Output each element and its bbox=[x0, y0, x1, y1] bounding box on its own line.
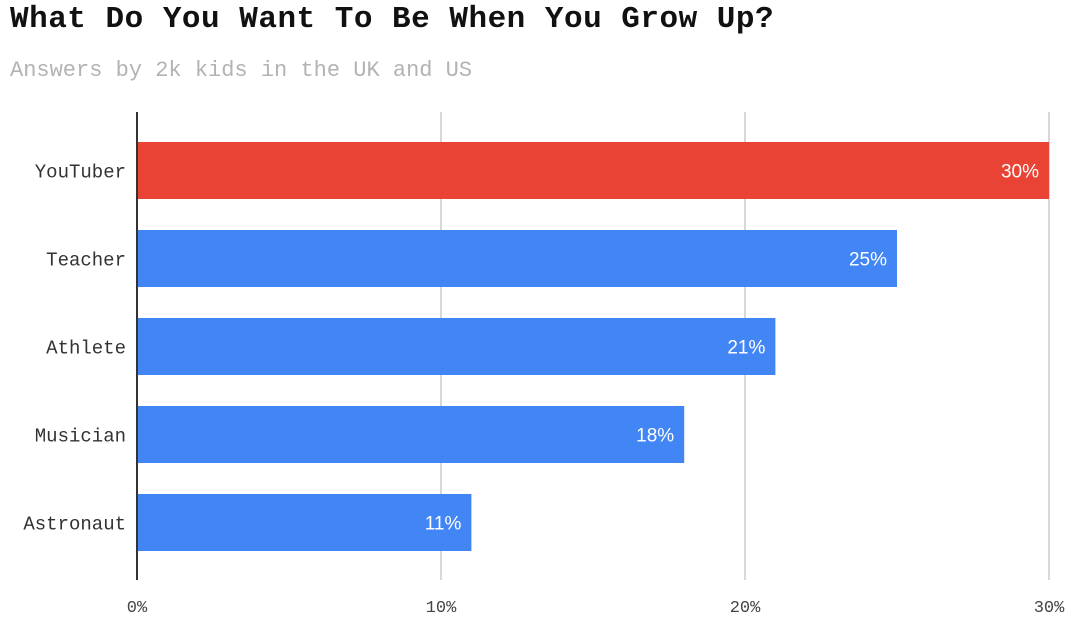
x-tick-label: 30% bbox=[1034, 599, 1065, 618]
category-label-astronaut: Astronaut bbox=[23, 514, 126, 536]
data-label-teacher: 25% bbox=[849, 250, 887, 271]
bar-teacher bbox=[137, 230, 897, 287]
bar-musician bbox=[137, 406, 685, 463]
x-tick-labels: 0% 10% 20% 30% bbox=[127, 599, 1065, 618]
bar-youtuber bbox=[137, 142, 1049, 199]
category-label-musician: Musician bbox=[35, 426, 126, 448]
x-tick-label: 0% bbox=[127, 599, 148, 618]
data-label-athlete: 21% bbox=[727, 338, 765, 359]
chart-subtitle: Answers by 2k kids in the UK and US bbox=[10, 58, 473, 83]
x-tick-label: 10% bbox=[426, 599, 457, 618]
data-label-youtuber: 30% bbox=[1001, 162, 1039, 183]
bar-athlete bbox=[137, 318, 776, 375]
category-label-teacher: Teacher bbox=[46, 250, 126, 272]
data-label-astronaut: 11% bbox=[425, 514, 462, 535]
x-tick-label: 20% bbox=[730, 599, 761, 618]
data-label-musician: 18% bbox=[636, 426, 674, 447]
chart-title: What Do You Want To Be When You Grow Up? bbox=[10, 2, 775, 37]
category-label-athlete: Athlete bbox=[46, 338, 126, 360]
category-label-youtuber: YouTuber bbox=[35, 162, 126, 184]
bar-astronaut bbox=[137, 494, 472, 551]
category-labels: YouTuber Teacher Athlete Musician Astronaut bbox=[23, 162, 126, 536]
bars: 30% 25% 21% 18% 11% bbox=[137, 142, 1049, 551]
